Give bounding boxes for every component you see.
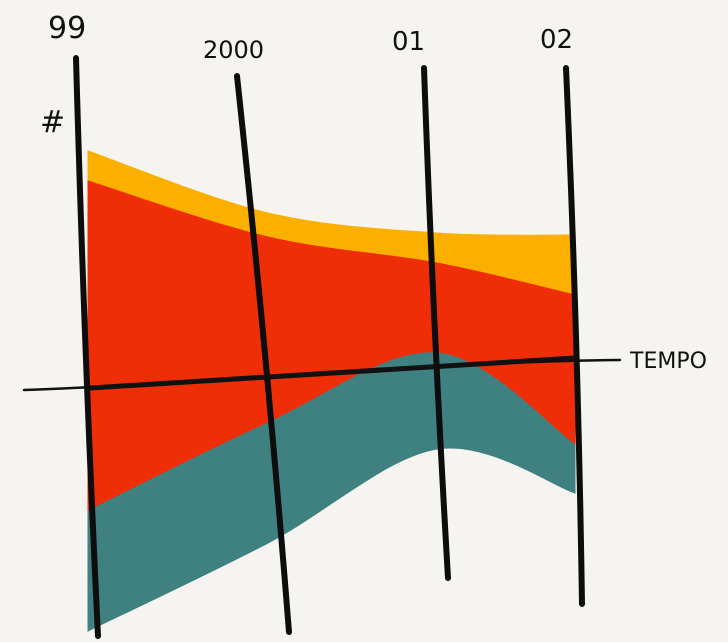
- time-axis-thick-stroke: [87, 355, 578, 391]
- category-line-01: [421, 65, 451, 581]
- tick-label-02: 02: [540, 25, 573, 55]
- category-lines: [73, 55, 585, 639]
- tick-label-99: 99: [48, 11, 86, 46]
- category-line-99: [73, 55, 101, 639]
- x-axis-label: TEMPO: [629, 349, 707, 374]
- category-line-02: [563, 65, 585, 607]
- y-axis-label: #: [40, 105, 65, 140]
- category-line-2000: [234, 73, 292, 635]
- tick-label-01: 01: [392, 27, 425, 57]
- stream-band-4: [87, 352, 576, 632]
- stream-areas: [87, 150, 576, 632]
- category-tick-labels: 99 2000 01 02: [48, 11, 573, 64]
- axes: [22, 355, 622, 392]
- tick-label-2000: 2000: [203, 36, 264, 64]
